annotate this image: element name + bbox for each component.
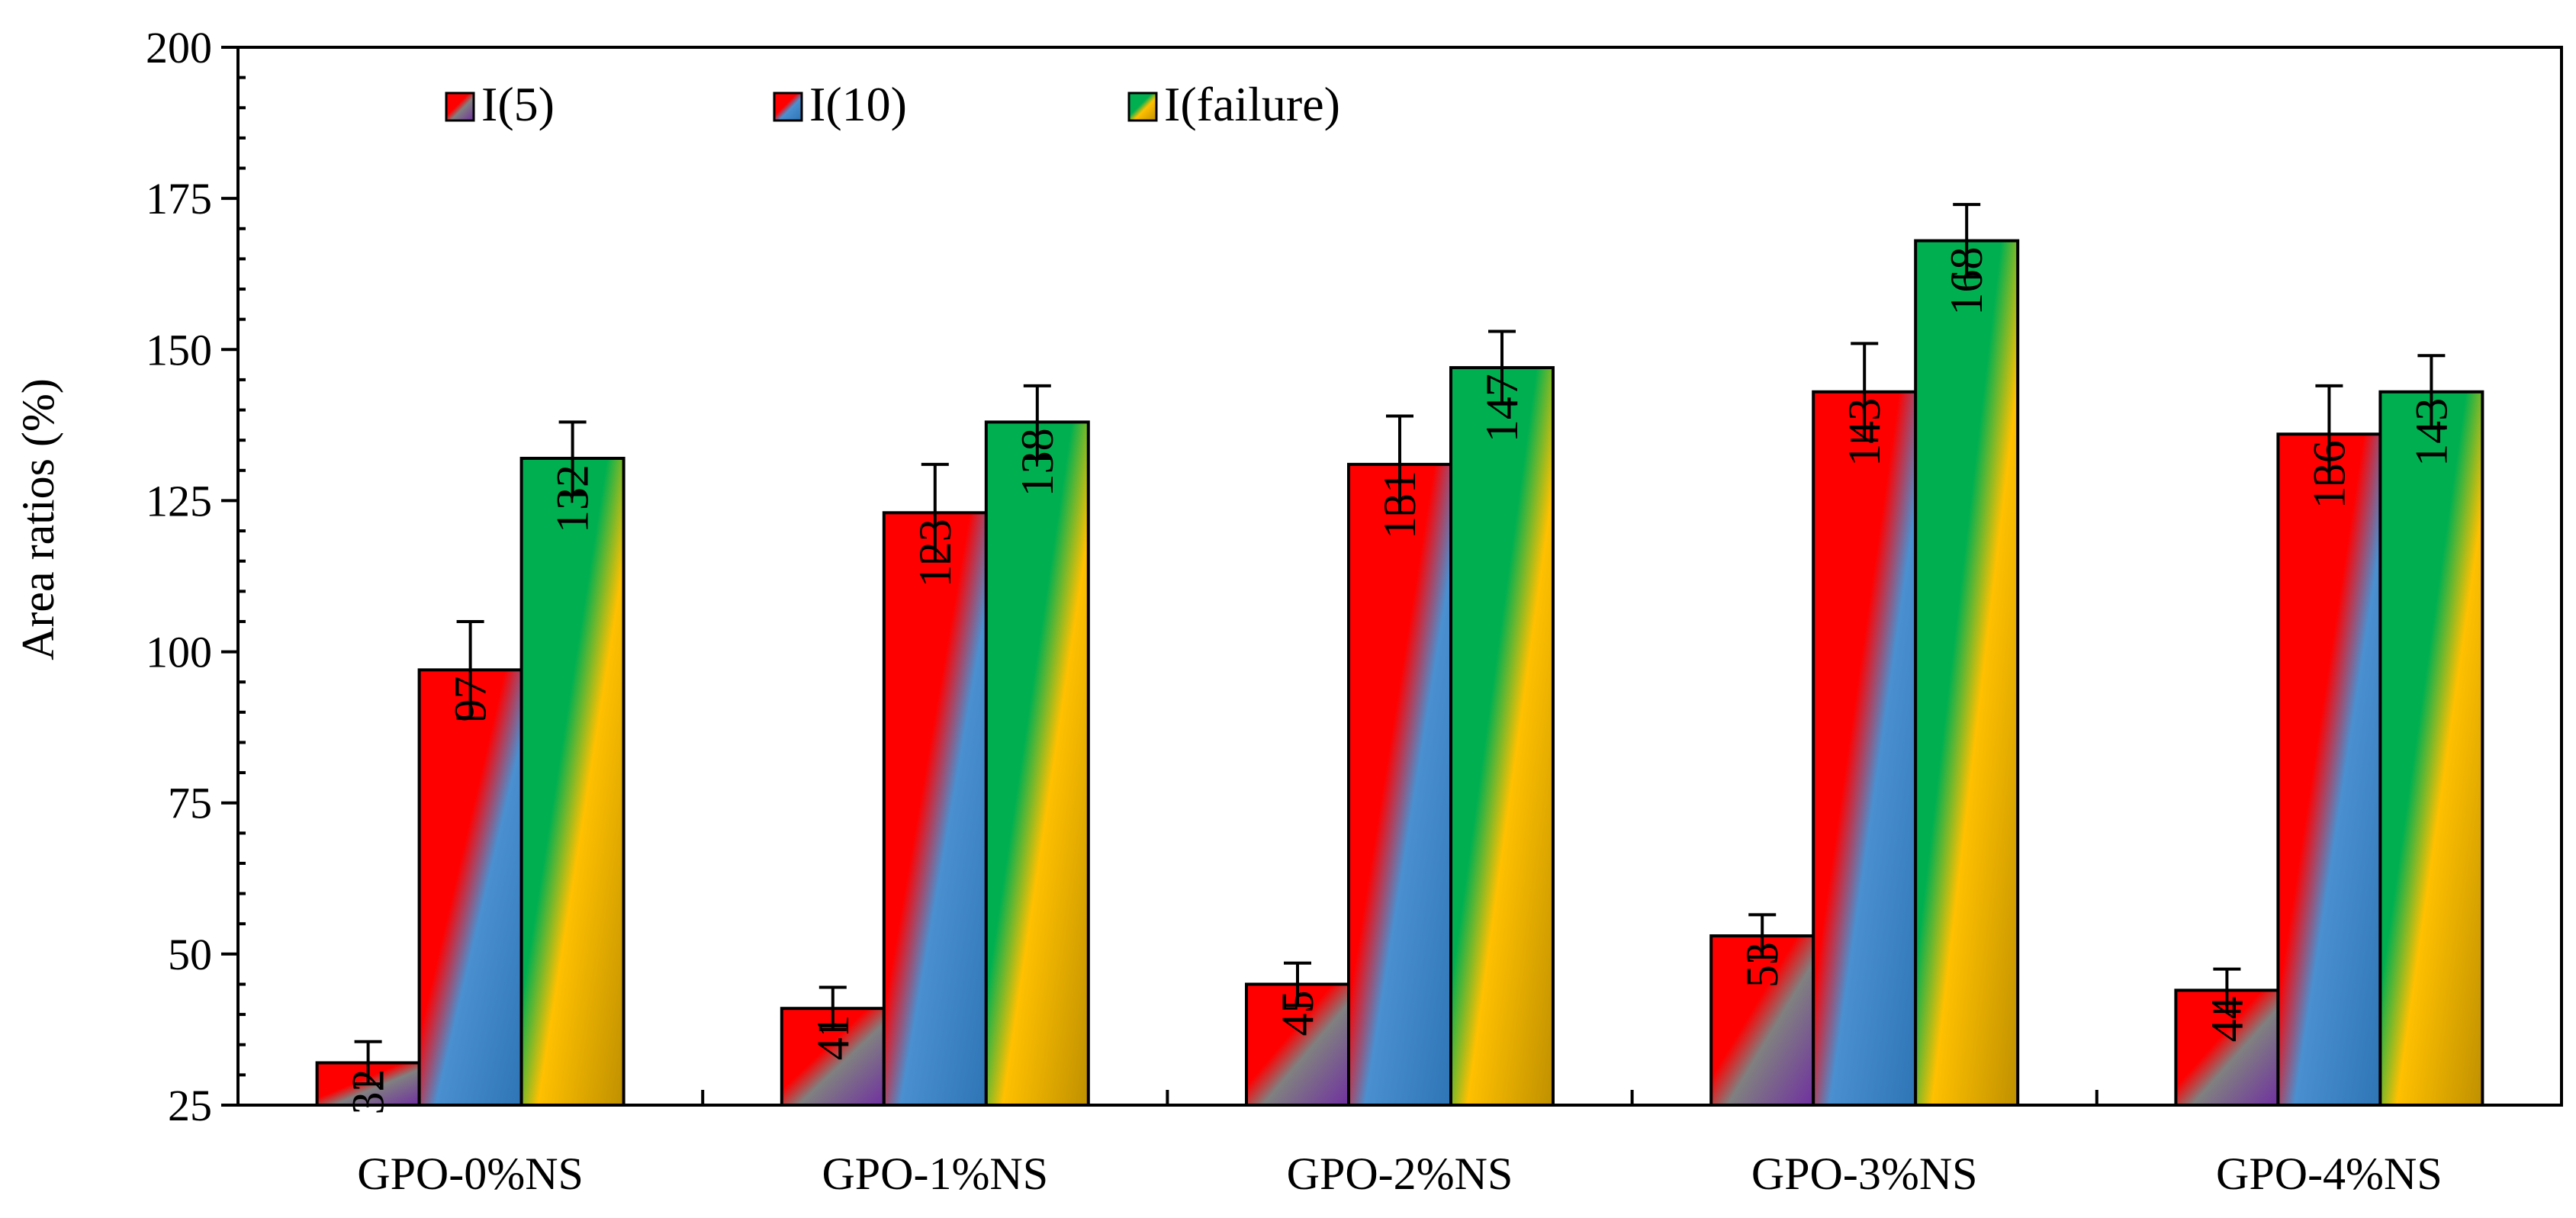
- data-label: 45: [1272, 990, 1323, 1036]
- y-tick-label: 50: [168, 930, 212, 979]
- legend-swatch: [773, 92, 803, 122]
- y-tick-label: 25: [168, 1081, 212, 1130]
- y-tick-label: 75: [168, 779, 212, 828]
- bars: [315, 203, 2484, 1107]
- legend-label: I(failure): [1164, 77, 1340, 131]
- y-tick-label: 175: [146, 174, 212, 223]
- legend: I(5) I(10) I(failure): [445, 77, 1340, 131]
- bar: [1347, 462, 1452, 1107]
- data-label: 131: [1375, 471, 1425, 539]
- y-tick-label: 100: [146, 628, 212, 677]
- x-tick-label: GPO-0%NS: [357, 1149, 584, 1199]
- legend-label: I(10): [809, 77, 907, 131]
- data-label: 44: [2201, 996, 2252, 1042]
- legend-label: I(5): [481, 77, 555, 131]
- data-label: 132: [548, 464, 598, 533]
- data-label: 97: [445, 676, 496, 721]
- x-tick-label: GPO-2%NS: [1287, 1149, 1513, 1199]
- y-tick-label: 150: [146, 325, 212, 374]
- bar: [984, 420, 1090, 1107]
- y-tick-label: 200: [146, 23, 212, 72]
- data-label: 138: [1012, 428, 1063, 497]
- x-tick-label: GPO-4%NS: [2216, 1149, 2443, 1199]
- bar: [2276, 432, 2382, 1107]
- data-label: 136: [2304, 440, 2354, 509]
- legend-swatch: [445, 92, 475, 122]
- data-label: 168: [1941, 247, 1992, 316]
- y-tick-label: 125: [146, 476, 212, 525]
- bar: [1812, 390, 1918, 1107]
- data-label: 32: [343, 1069, 394, 1115]
- data-label: 143: [2406, 398, 2456, 467]
- x-tick-label: GPO-1%NS: [822, 1149, 1048, 1199]
- axes: 25 50 75 100 125 150 175 200 GPO-0%NS GPO-1%NS GPO…: [146, 23, 2563, 1199]
- legend-swatch: [1127, 92, 1158, 122]
- bar: [1449, 366, 1555, 1107]
- data-label: 53: [1737, 942, 1787, 988]
- x-tick-label: GPO-3%NS: [1751, 1149, 1978, 1199]
- bar: [882, 511, 988, 1107]
- bar: [1914, 239, 2020, 1107]
- bar: [1709, 934, 1815, 1107]
- data-label: 123: [910, 519, 960, 587]
- data-label: 147: [1477, 374, 1527, 442]
- bar: [417, 668, 523, 1107]
- y-axis-title: Area ratios (%): [13, 378, 63, 660]
- data-label: 41: [808, 1014, 858, 1060]
- bar: [519, 456, 626, 1107]
- data-label: 143: [1839, 398, 1889, 467]
- data-labels: 32 97 132 41 123 138 45 131 147 53 143 168 44 136 143: [343, 247, 2457, 1115]
- bar: [2378, 390, 2484, 1107]
